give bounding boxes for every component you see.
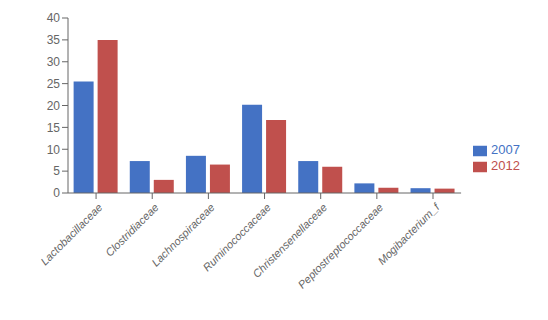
html-text:2007: 2007 — [491, 142, 520, 158]
svg-text:Mogibacterium_f: Mogibacterium_f — [375, 200, 442, 267]
svg-text:20: 20 — [47, 99, 61, 113]
svg-text:5: 5 — [53, 164, 60, 178]
svg-text:40: 40 — [47, 11, 61, 25]
svg-text:0: 0 — [53, 186, 60, 200]
svg-text:25: 25 — [47, 77, 61, 91]
svg-text:Clostridiaceae: Clostridiaceae — [103, 201, 161, 259]
svg-text:10: 10 — [47, 143, 61, 157]
svg-text:30: 30 — [47, 55, 61, 69]
svg-text:Lachnospiraceae: Lachnospiraceae — [149, 201, 217, 269]
svg-text:Christensenellaceae: Christensenellaceae — [250, 201, 330, 280]
svg-text:35: 35 — [47, 33, 61, 47]
html-text:2012: 2012 — [491, 158, 520, 173]
svg-text:Lactobacillaceae: Lactobacillaceae — [38, 201, 104, 267]
svg-text:Ruminococcaceae: Ruminococcaceae — [200, 201, 273, 274]
svg-text:Peptostreptococcaceae: Peptostreptococcaceae — [296, 201, 386, 291]
svg-text:15: 15 — [47, 121, 61, 135]
